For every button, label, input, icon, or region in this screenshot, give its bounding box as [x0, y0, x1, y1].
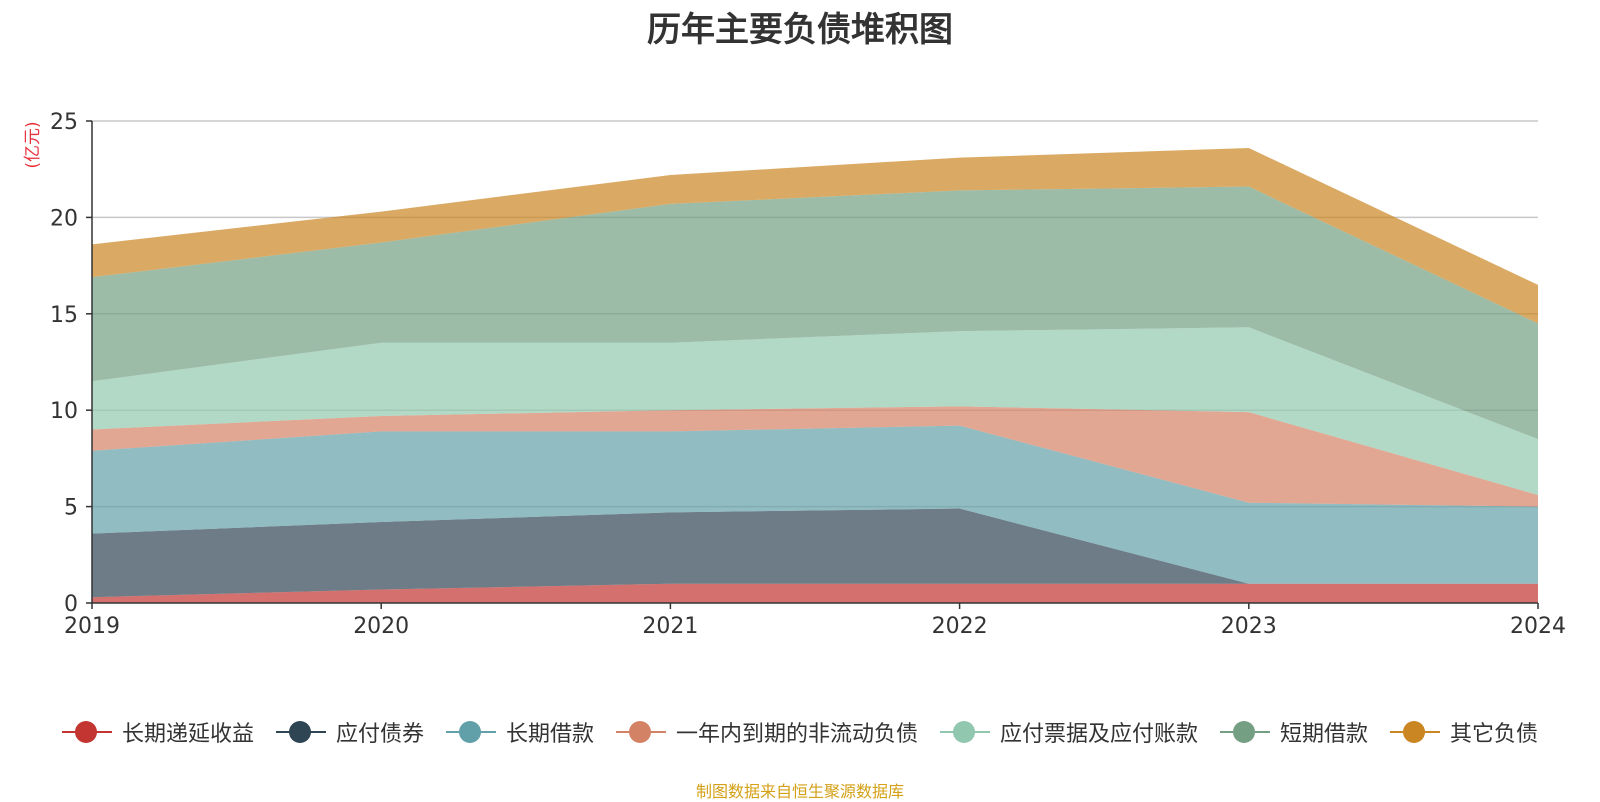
y-tick-label: 0	[64, 592, 78, 617]
legend-marker	[1220, 721, 1271, 743]
chart-legend: 长期递延收益 应付债券 长期借款 一年内到期的非流动负债 应付票据及应付账款 短期借款 其它…	[0, 716, 1600, 748]
chart-title: 历年主要负债堆积图	[647, 10, 953, 50]
area-series-6	[92, 186, 1538, 440]
x-tick-label: 2022	[932, 614, 988, 639]
data-source-note: 制图数据来自恒生聚源数据库	[695, 782, 904, 801]
legend-item-4[interactable]: 一年内到期的非流动负债	[615, 716, 918, 748]
area-series-2	[92, 508, 1538, 598]
legend-item-1[interactable]: 长期递延收益	[61, 716, 254, 748]
area-series-1	[92, 583, 1538, 603]
legend-label: 应付债券	[335, 722, 424, 747]
legend-label: 长期递延收益	[121, 722, 254, 747]
legend-item-5[interactable]: 应付票据及应付账款	[940, 716, 1198, 748]
legend-label: 短期借款	[1280, 722, 1369, 747]
legend-item-3[interactable]: 长期借款	[445, 716, 594, 748]
x-tick-label: 2020	[353, 614, 409, 639]
x-tick-label: 2024	[1510, 614, 1566, 639]
y-tick-label: 10	[50, 399, 78, 424]
legend-marker	[940, 721, 990, 743]
x-tick-label: 2019	[64, 614, 120, 639]
legend-item-7[interactable]: 其它负债	[1390, 716, 1538, 748]
y-tick-label: 15	[50, 303, 78, 328]
legend-label: 一年内到期的非流动负债	[675, 722, 918, 747]
y-axis-label: (亿元)	[23, 121, 43, 168]
legend-marker	[615, 721, 666, 743]
legend-item-2[interactable]: 应付债券	[275, 716, 424, 748]
legend-marker	[1390, 721, 1441, 743]
legend-marker	[445, 721, 496, 743]
area-series-3	[92, 425, 1538, 584]
legend-label: 长期借款	[505, 722, 594, 747]
area-series-4	[92, 406, 1538, 507]
legend-marker	[275, 721, 326, 743]
area-series-5	[92, 327, 1538, 496]
area-series-7	[92, 147, 1538, 324]
legend-label: 其它负债	[1450, 722, 1539, 747]
y-tick-label: 5	[64, 496, 78, 521]
legend-label: 应付票据及应付账款	[1000, 722, 1199, 747]
legend-item-6[interactable]: 短期借款	[1220, 716, 1368, 748]
y-tick-label: 20	[50, 206, 78, 231]
y-tick-label: 25	[50, 110, 78, 135]
x-tick-label: 2021	[642, 614, 698, 639]
x-tick-label: 2023	[1221, 614, 1277, 639]
legend-marker	[61, 721, 112, 743]
